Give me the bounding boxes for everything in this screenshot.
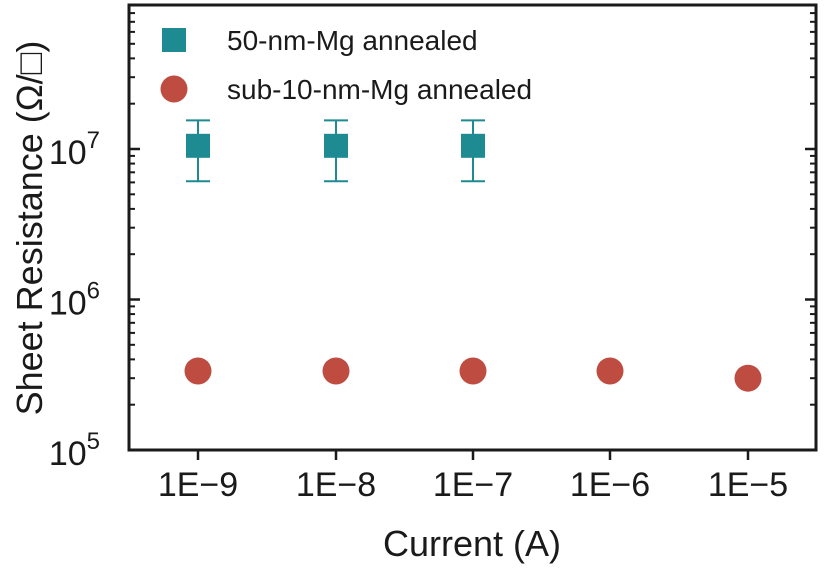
circle-marker <box>734 364 762 392</box>
square-marker <box>324 133 348 158</box>
legend-square-marker <box>162 28 186 52</box>
axes: 1E−9 1E−8 1E−7 1E−6 1E−5 105 106 107 <box>49 12 816 504</box>
legend: 50-nm-Mg annealed sub-10-nm-Mg annealed <box>160 25 532 105</box>
x-tick-label: 1E−8 <box>296 466 376 504</box>
legend-label: 50-nm-Mg annealed <box>227 25 478 56</box>
x-tick-label: 1E−5 <box>708 466 788 504</box>
y-tick-label: 106 <box>49 278 100 323</box>
y-tick-label: 107 <box>49 127 100 172</box>
x-tick-label: 1E−6 <box>570 466 650 504</box>
x-tick-label: 1E−9 <box>158 466 238 504</box>
legend-circle-marker <box>160 75 188 103</box>
x-tick-label: 1E−7 <box>433 466 513 504</box>
legend-label: sub-10-nm-Mg annealed <box>227 74 532 105</box>
data-marks <box>184 119 762 392</box>
circle-marker <box>459 357 487 385</box>
y-tick-label: 105 <box>49 428 100 473</box>
circle-marker <box>322 357 350 385</box>
square-marker <box>186 133 210 158</box>
square-marker <box>461 133 485 158</box>
circle-marker <box>184 357 212 385</box>
y-axis-title: Sheet Resistance (Ω/□) <box>9 41 50 416</box>
circle-marker <box>596 357 624 385</box>
x-axis-title: Current (A) <box>383 523 561 564</box>
